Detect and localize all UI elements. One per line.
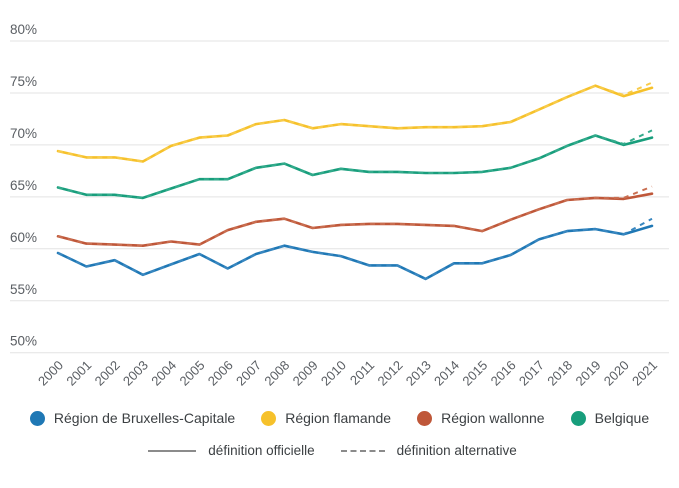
solid-line-sample bbox=[148, 449, 197, 452]
x-tick-label-2016: 2016 bbox=[488, 358, 519, 389]
x-tick-label-2019: 2019 bbox=[572, 358, 603, 389]
legend-item-wallonne: Région wallonne bbox=[417, 410, 545, 426]
legend-series-row: Région de Bruxelles-Capitale Région flama… bbox=[0, 410, 679, 426]
x-tick-label-2001: 2001 bbox=[63, 358, 94, 389]
y-tick-label-70: 70% bbox=[10, 126, 37, 141]
legend-label-flamande: Région flamande bbox=[285, 410, 392, 426]
legend-label-wallonne: Région wallonne bbox=[441, 410, 545, 426]
chart-line-flamande bbox=[56, 84, 654, 163]
x-tick-label-2012: 2012 bbox=[374, 358, 405, 389]
chart-line-wallonne bbox=[56, 192, 654, 247]
x-tick-label-2018: 2018 bbox=[544, 358, 575, 389]
employment-rate-chart: 80% 75% 70% 65% 60% 55% 50% 2000 2001 2002 2003 200… bbox=[0, 22, 679, 458]
x-tick-label-2009: 2009 bbox=[290, 358, 321, 389]
line-chart-svg: 80%75%70%65%60%55%50%2000200120022003200… bbox=[10, 22, 669, 389]
x-tick-label-2017: 2017 bbox=[516, 358, 547, 389]
x-tick-label-2015: 2015 bbox=[459, 358, 490, 389]
official-definition-label: définition officielle bbox=[208, 443, 315, 458]
chart-line-bruxelles-capitale bbox=[56, 224, 654, 281]
x-tick-label-2013: 2013 bbox=[403, 358, 434, 389]
x-tick-label-2002: 2002 bbox=[92, 358, 123, 389]
chart-line-wallonne-alternative bbox=[57, 185, 653, 247]
x-tick-label-2004: 2004 bbox=[148, 358, 179, 389]
legend-label-belgique: Belgique bbox=[594, 410, 650, 426]
legend-definitions-row: définition officielle définition alterna… bbox=[0, 443, 679, 458]
x-tick-label-2021: 2021 bbox=[629, 358, 660, 389]
legend-item-bruxelles-capitale: Région de Bruxelles-Capitale bbox=[29, 410, 236, 426]
y-tick-label-60: 60% bbox=[10, 230, 37, 245]
chart-line-belgique-alternative bbox=[57, 129, 653, 199]
legend-dot-flamande bbox=[261, 410, 277, 426]
legend-dot-bruxelles-capitale bbox=[29, 410, 45, 426]
legend-item-flamande: Région flamande bbox=[261, 410, 391, 426]
x-tick-label-2003: 2003 bbox=[120, 358, 151, 389]
legend-dot-belgique bbox=[570, 410, 586, 426]
x-tick-label-2020: 2020 bbox=[601, 358, 632, 389]
x-tick-label-2005: 2005 bbox=[176, 358, 207, 389]
y-tick-label-65: 65% bbox=[10, 178, 37, 193]
chart-line-flamande-alternative bbox=[57, 81, 653, 163]
x-tick-label-2008: 2008 bbox=[261, 358, 292, 389]
y-tick-label-75: 75% bbox=[10, 74, 37, 89]
legend-item-belgique: Belgique bbox=[570, 410, 650, 426]
x-tick-label-2010: 2010 bbox=[318, 358, 349, 389]
x-tick-label-2007: 2007 bbox=[233, 358, 264, 389]
dashed-line-sample bbox=[340, 449, 385, 452]
y-tick-label-50: 50% bbox=[10, 334, 37, 349]
alternative-definition-label: définition alternative bbox=[396, 443, 517, 458]
x-tick-label-2000: 2000 bbox=[35, 358, 66, 389]
legend-dot-wallonne bbox=[417, 410, 433, 426]
y-tick-label-55: 55% bbox=[10, 282, 37, 297]
legend-label-bruxelles-capitale: Région de Bruxelles-Capitale bbox=[53, 410, 236, 426]
x-tick-label-2011: 2011 bbox=[347, 358, 377, 388]
y-tick-label-80: 80% bbox=[10, 22, 37, 37]
x-tick-label-2006: 2006 bbox=[205, 358, 236, 389]
x-tick-label-2014: 2014 bbox=[431, 358, 462, 389]
